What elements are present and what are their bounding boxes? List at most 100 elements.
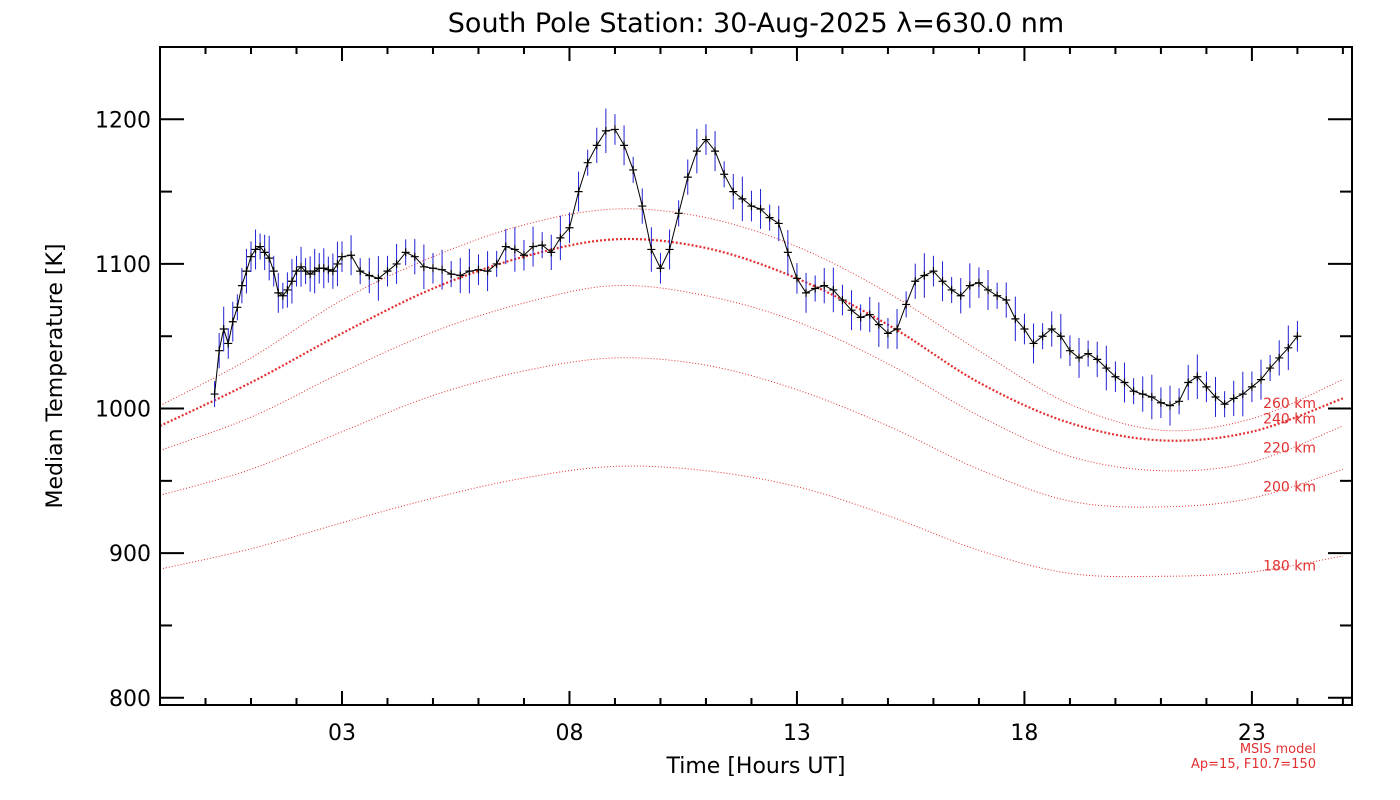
data-point [929, 267, 938, 276]
plot-frame [159, 46, 1353, 706]
data-point [1247, 382, 1256, 391]
axis-ticks: 03 08 13 18 23 800 900 1000 1100 1200 [95, 46, 1352, 746]
x-tick-label: 03 [328, 721, 356, 746]
data-point [1065, 346, 1074, 355]
data-point [565, 223, 574, 232]
data-point [474, 265, 483, 274]
data-point [456, 271, 465, 280]
observed-series [210, 108, 1302, 426]
data-point [256, 242, 265, 251]
model-curve-240-km [159, 237, 1344, 442]
altitude-label: 240 km [1263, 411, 1316, 427]
data-point [310, 267, 319, 276]
data-point [301, 267, 310, 276]
x-tick-label: 13 [783, 721, 811, 746]
data-point [419, 262, 428, 271]
data-point [410, 252, 419, 261]
data-point [610, 125, 619, 134]
chart-title: South Pole Station: 30-Aug-2025 λ=630.0 … [448, 8, 1064, 39]
y-tick-label: 900 [109, 542, 151, 567]
data-point [501, 242, 510, 251]
data-point [237, 281, 246, 290]
data-point [365, 271, 374, 280]
data-point [756, 204, 765, 213]
data-point [287, 277, 296, 286]
data-point [519, 251, 528, 260]
data-point [333, 259, 342, 268]
data-point [383, 267, 392, 276]
data-point [620, 141, 629, 150]
model-curve-220-km [159, 284, 1344, 472]
data-point [328, 267, 337, 276]
msis-model-note: MSIS model [1240, 742, 1316, 757]
data-point [911, 277, 920, 286]
data-point [1175, 397, 1184, 406]
ap-f107-note: Ap=15, F10.7=150 [1191, 757, 1316, 772]
data-point [1075, 353, 1084, 362]
data-point [1275, 353, 1284, 362]
data-point [865, 310, 874, 319]
data-point [251, 245, 260, 254]
data-point [1002, 296, 1011, 305]
data-point [1293, 332, 1302, 341]
model-curve-180-km [159, 465, 1343, 578]
y-tick-label: 1200 [95, 108, 151, 133]
data-point [647, 245, 656, 254]
data-point [747, 202, 756, 211]
altitude-label: 200 km [1263, 480, 1316, 496]
data-point [1147, 392, 1156, 401]
data-point [956, 291, 965, 300]
data-point [374, 274, 383, 283]
x-tick-label: 23 [1238, 721, 1266, 746]
data-point [492, 259, 501, 268]
data-point [1266, 364, 1275, 373]
data-point [438, 265, 447, 274]
data-point [428, 264, 437, 273]
data-point [802, 288, 811, 297]
data-point [547, 248, 556, 257]
data-point [1284, 343, 1293, 352]
data-point [1166, 401, 1175, 410]
data-point [1129, 387, 1138, 396]
data-point [984, 285, 993, 294]
data-point [1047, 325, 1056, 333]
data-point [324, 265, 333, 274]
data-point [483, 267, 492, 276]
model-curve-200-km [159, 357, 1344, 508]
data-point [233, 303, 242, 312]
data-point [1202, 382, 1211, 391]
altitude-label: 260 km [1263, 396, 1316, 412]
data-point [701, 135, 710, 144]
data-point [874, 320, 883, 329]
data-point [638, 202, 647, 211]
data-point [774, 219, 783, 228]
data-point [1156, 398, 1165, 407]
data-point [947, 285, 956, 294]
data-point [829, 285, 838, 294]
data-point [920, 271, 929, 280]
data-point [510, 245, 519, 254]
data-point [242, 267, 251, 276]
data-point [683, 173, 692, 182]
data-point [337, 252, 346, 261]
data-point [356, 267, 365, 276]
data-point [1184, 378, 1193, 387]
data-point [210, 390, 219, 399]
data-point [656, 264, 665, 273]
data-point [1211, 392, 1220, 401]
data-point [529, 242, 538, 251]
data-point [711, 147, 720, 156]
altitude-label: 180 km [1263, 559, 1316, 575]
data-point [592, 141, 601, 150]
data-point [1193, 372, 1202, 381]
data-point [1111, 372, 1120, 381]
data-point [224, 339, 233, 348]
data-point [601, 126, 610, 135]
data-point [260, 248, 269, 257]
data-point [228, 317, 237, 326]
altitude-label: 220 km [1263, 441, 1316, 457]
y-tick-label: 800 [109, 687, 151, 712]
data-point [902, 300, 911, 309]
data-point [538, 241, 547, 250]
